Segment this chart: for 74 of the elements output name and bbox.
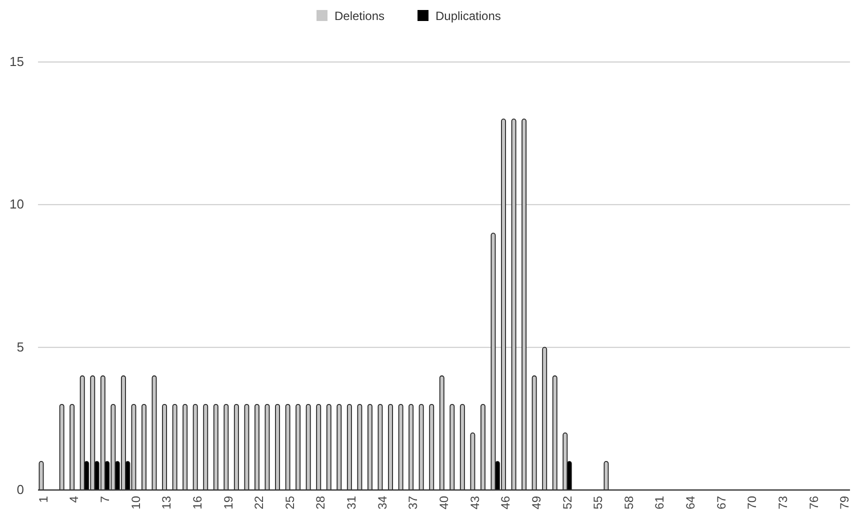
bar	[429, 404, 434, 490]
x-tick-label: 40	[437, 496, 451, 510]
y-tick-label: 0	[16, 482, 24, 497]
bar	[552, 375, 558, 490]
bar	[418, 404, 424, 490]
bar	[234, 404, 239, 490]
bar	[480, 404, 486, 490]
x-tick-label: 55	[591, 496, 606, 510]
bar	[439, 375, 444, 490]
bar	[346, 404, 352, 490]
bar	[182, 404, 188, 490]
x-tick-label: 25	[282, 496, 297, 510]
bar	[244, 404, 250, 490]
x-tick-label: 10	[128, 496, 143, 510]
x-tick-label: 4	[67, 496, 82, 503]
x-tick-label: 22	[252, 496, 266, 510]
bar	[470, 432, 476, 490]
x-tick-label: 49	[529, 496, 544, 510]
bar	[336, 404, 342, 490]
bar	[388, 404, 393, 490]
bar	[604, 461, 609, 490]
bar	[152, 375, 157, 490]
bar	[275, 404, 280, 490]
bar	[254, 404, 260, 490]
bar	[316, 404, 322, 490]
x-tick-label: 58	[622, 496, 636, 510]
x-tick-label: 43	[468, 496, 482, 510]
x-tick-label: 13	[160, 496, 174, 510]
legend-label: Deletions	[334, 9, 385, 23]
bar	[296, 404, 301, 490]
x-tick-label: 34	[375, 496, 390, 510]
x-tick-label: 28	[314, 496, 328, 510]
bar	[450, 404, 455, 490]
bar	[326, 404, 332, 490]
bar	[203, 404, 208, 490]
bar	[460, 404, 465, 490]
bar	[80, 375, 85, 490]
bar	[285, 404, 290, 490]
x-tick-label: 1	[36, 496, 50, 503]
bar	[562, 432, 568, 490]
bar	[213, 404, 218, 490]
y-tick-label: 15	[10, 54, 24, 69]
x-tick-label: 16	[190, 496, 204, 510]
x-tick-label: 79	[838, 496, 852, 510]
bar	[367, 404, 372, 490]
bar	[398, 404, 404, 490]
y-tick-label: 10	[10, 196, 24, 212]
x-tick-label: 31	[344, 496, 359, 510]
bar	[306, 404, 311, 490]
bar	[172, 404, 178, 490]
x-tick-label: 37	[406, 496, 420, 510]
bar	[532, 375, 537, 490]
bar	[162, 404, 167, 490]
x-tick-label: 7	[98, 496, 112, 503]
bar	[224, 404, 229, 490]
bar	[142, 404, 146, 490]
bar	[70, 404, 75, 490]
y-tick-label: 5	[16, 339, 24, 354]
x-tick-label: 46	[498, 496, 513, 510]
x-tick-label: 64	[684, 496, 698, 510]
bar	[192, 404, 198, 490]
x-tick-label: 76	[806, 496, 821, 510]
bar	[378, 404, 383, 490]
bar	[59, 404, 64, 490]
x-tick-label: 52	[560, 496, 574, 510]
x-tick-label: 67	[714, 496, 728, 510]
x-tick-label: 19	[221, 496, 236, 510]
bar	[408, 404, 414, 490]
x-tick-label: 70	[745, 496, 760, 510]
bar	[264, 404, 270, 490]
x-tick-label: 73	[776, 496, 790, 510]
legend-label: Duplications	[436, 9, 501, 23]
x-tick-label: 61	[652, 496, 667, 510]
bar	[357, 404, 362, 490]
